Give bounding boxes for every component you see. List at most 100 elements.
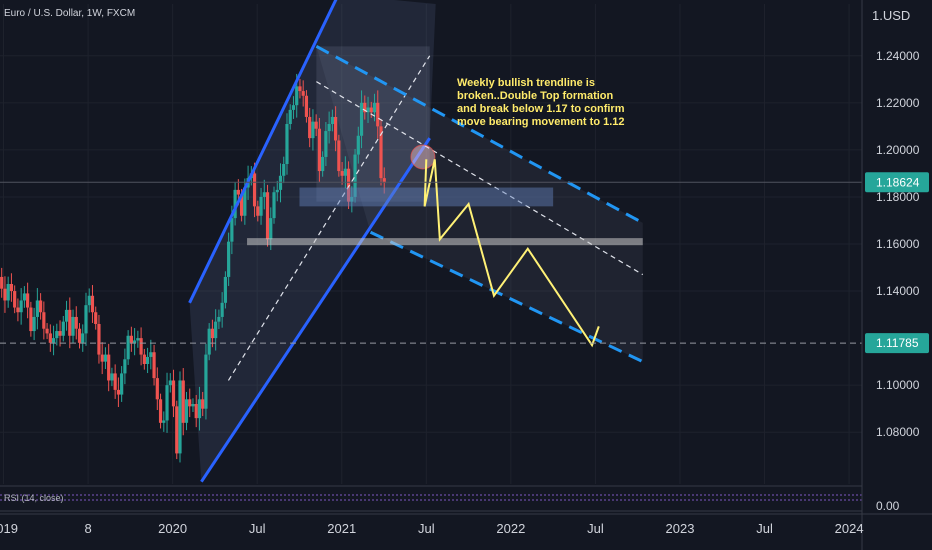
candle-body xyxy=(87,295,91,306)
candle-body xyxy=(298,86,302,92)
symbol-title[interactable]: Euro / U.S. Dollar, 1W, FXCM xyxy=(4,8,136,19)
price-levels xyxy=(0,181,862,344)
candle-body xyxy=(340,171,344,176)
candle-body xyxy=(350,196,354,202)
candle-body xyxy=(321,156,325,172)
candle-body xyxy=(346,168,351,202)
time-tick-label: 2020 xyxy=(158,521,187,536)
candle-body xyxy=(116,389,121,395)
candle-body xyxy=(74,316,78,329)
candle-body xyxy=(55,331,59,339)
candle-body xyxy=(197,399,202,419)
currency-label[interactable]: 1.USD xyxy=(872,8,911,23)
candle-body xyxy=(48,333,52,343)
candle-body xyxy=(178,380,182,454)
candle-body xyxy=(133,340,137,343)
candle-body xyxy=(45,328,49,334)
rising-channel-upper-line xyxy=(188,0,338,304)
candle-body xyxy=(9,284,14,292)
time-tick-label: Jul xyxy=(756,521,773,536)
candle-body xyxy=(223,276,227,303)
candle-body xyxy=(308,116,312,139)
candle-body xyxy=(369,107,373,113)
falling-channel-fill xyxy=(316,46,643,362)
time-tick-label: Jul xyxy=(249,521,266,536)
candle-body xyxy=(230,218,234,242)
candle-body xyxy=(90,295,95,313)
price-badge xyxy=(865,172,929,193)
candle-body xyxy=(149,352,153,357)
price-tick-label: 1.24000 xyxy=(876,49,920,63)
time-tick-label: 8 xyxy=(84,521,91,536)
candle-body xyxy=(201,399,205,409)
candle-body xyxy=(145,356,150,364)
candle-body xyxy=(32,316,36,332)
candle-body xyxy=(324,131,328,157)
analysis-note[interactable]: Weekly bullish trendline is broken..Doub… xyxy=(457,77,657,129)
candle-body xyxy=(304,95,309,117)
candle-body xyxy=(168,380,172,386)
rising-channel-mid-line xyxy=(227,55,431,381)
candle-body xyxy=(58,331,62,336)
candle-body xyxy=(262,192,266,197)
price-badge xyxy=(865,333,929,354)
candle-body xyxy=(94,312,98,324)
candle-body xyxy=(68,309,72,336)
analysis-note-line: Weekly bullish trendline is xyxy=(457,77,595,89)
candle-body xyxy=(171,380,176,407)
candle-body xyxy=(334,116,338,141)
candle-body xyxy=(165,385,169,421)
candle-body xyxy=(123,359,127,374)
candle-body xyxy=(278,175,283,190)
candle-body xyxy=(366,107,370,113)
candle-body xyxy=(327,124,331,132)
candle-body xyxy=(6,284,10,301)
candle-body xyxy=(227,241,231,277)
price-axis[interactable]: 1.24000 1.22000 1.20000 1.18000 1.16000 1.140… xyxy=(861,0,929,550)
candle-body xyxy=(29,307,33,332)
candle-body xyxy=(100,354,104,362)
time-tick-label: 2021 xyxy=(327,521,356,536)
rsi-pane[interactable] xyxy=(0,485,862,512)
candle-body xyxy=(13,291,17,308)
candle-body xyxy=(382,178,386,183)
candle-body xyxy=(295,86,299,106)
candle-body xyxy=(175,406,179,454)
candle-body xyxy=(359,102,364,136)
candle-body xyxy=(372,102,377,113)
candle-body xyxy=(376,102,380,127)
rising-channel-lower-line xyxy=(200,137,431,483)
rsi-label[interactable]: RSI (14, close) xyxy=(4,493,64,503)
candle-body xyxy=(139,338,143,355)
time-axis[interactable]: 2019 8 2020 Jul 2021 Jul 2022 Jul 2023 Jul 2024 xyxy=(0,513,932,536)
candle-body xyxy=(35,300,39,317)
candle-body xyxy=(61,321,65,336)
price-tick-label: 1.20000 xyxy=(876,143,920,157)
candle-body xyxy=(259,196,263,216)
candle-body xyxy=(120,373,124,395)
candle-body xyxy=(233,189,237,219)
candle-body xyxy=(269,218,273,240)
analysis-note-line: move bearing movement to 1.12 xyxy=(457,116,625,128)
candles xyxy=(0,73,386,463)
candle-body xyxy=(236,189,240,195)
candle-body xyxy=(113,373,117,390)
candle-body xyxy=(282,164,286,176)
double-top-marker xyxy=(410,144,436,170)
analysis-note-line: and break below 1.17 to confirm xyxy=(457,103,625,115)
candle-body xyxy=(317,128,322,172)
candle-body xyxy=(314,121,318,129)
candle-body xyxy=(353,154,357,197)
time-tick-label: 2019 xyxy=(0,521,18,536)
candle-body xyxy=(158,399,163,423)
candle-body xyxy=(239,194,244,216)
candle-body xyxy=(337,140,341,172)
candle-body xyxy=(363,102,367,113)
candle-body xyxy=(210,328,215,339)
candle-body xyxy=(343,168,347,176)
candle-body xyxy=(265,192,270,240)
support-zone-lower xyxy=(247,238,643,246)
candle-body xyxy=(330,116,334,124)
candle-body xyxy=(22,293,26,301)
